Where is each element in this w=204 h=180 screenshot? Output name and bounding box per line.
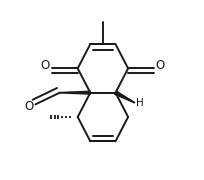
Text: O: O [41, 59, 50, 72]
Text: O: O [24, 100, 34, 113]
Polygon shape [115, 91, 134, 103]
Polygon shape [60, 91, 90, 94]
Text: H: H [136, 98, 144, 108]
Text: O: O [155, 59, 164, 72]
